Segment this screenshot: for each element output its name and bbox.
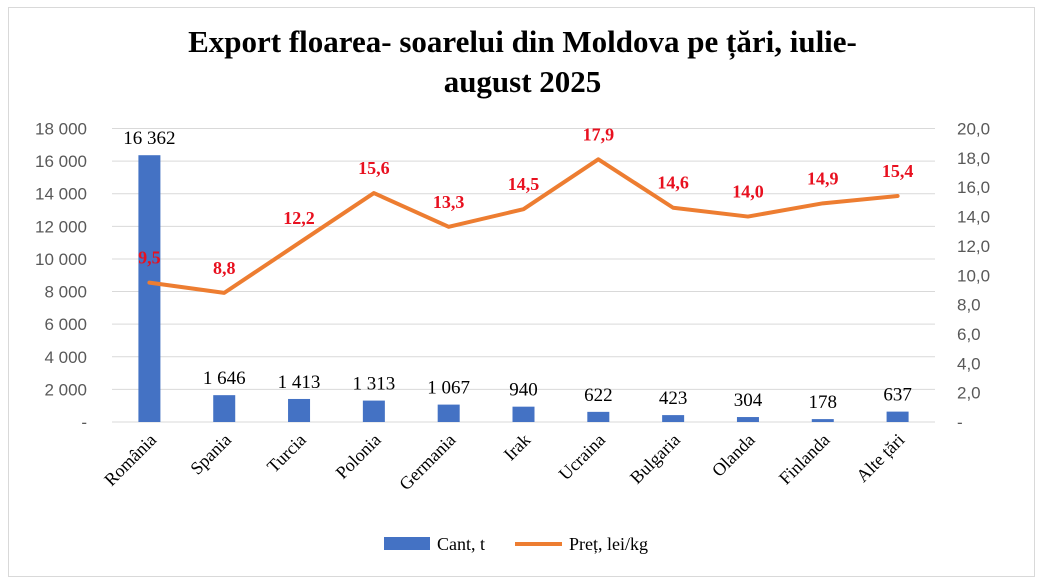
bar-data-labels: 16 362 1 646 1 413 1 313 1 067 940 622 423 304 17…	[123, 128, 912, 413]
category-label: Polonia	[332, 430, 385, 483]
left-tick-label: 10 000	[35, 250, 87, 269]
right-tick-label: -	[957, 413, 963, 432]
category-label: Olanda	[708, 430, 759, 481]
line-data-label: 15,4	[882, 161, 914, 181]
line-data-label: 17,9	[583, 124, 615, 144]
right-tick-label: 6,0	[957, 325, 981, 344]
right-tick-label: 20,0	[957, 120, 990, 139]
category-label: Irak	[500, 430, 535, 465]
right-axis: - 2,0 4,0 6,0 8,0 10,0 12,0 14,0 16,0 18,0 20,0	[957, 120, 990, 433]
category-label: Alte țări	[852, 430, 908, 486]
line-data-label: 14,5	[508, 174, 540, 194]
line-point	[448, 226, 450, 228]
line-point	[223, 292, 225, 294]
bar	[736, 417, 759, 422]
line-point	[298, 242, 300, 244]
line-data-label: 14,6	[657, 173, 689, 193]
line-data-label: 8,8	[213, 258, 236, 278]
line-point	[747, 216, 749, 218]
left-axis: - 2 000 4 000 6 000 8 000 10 000 12 000 14 000 1…	[35, 120, 87, 433]
left-tick-label: 18 000	[35, 120, 87, 139]
bar-data-label: 1 313	[352, 374, 395, 395]
line-data-label: 15,6	[358, 158, 390, 178]
category-axis: România Spania Turcia Polonia Germania Irak Uc…	[100, 430, 908, 494]
right-tick-label: 14,0	[957, 208, 990, 227]
chart-title-line-1: Export floarea- soarelui din Moldova pe …	[188, 24, 857, 59]
line-point	[897, 195, 899, 197]
bar-data-label: 304	[734, 390, 763, 411]
bar-data-label: 16 362	[123, 128, 175, 149]
line-point	[148, 282, 150, 284]
right-tick-label: 18,0	[957, 149, 990, 168]
bar-data-label: 940	[509, 380, 538, 401]
left-tick-label: 16 000	[35, 152, 87, 171]
category-label: Bulgaria	[626, 430, 684, 488]
bar-series	[138, 155, 909, 422]
right-tick-label: 16,0	[957, 178, 990, 197]
bar-data-label: 1 413	[278, 372, 321, 393]
line-data-labels: 9,5 8,8 12,2 15,6 13,3 14,5 17,9 14,6 14,0 14,9 15…	[138, 124, 913, 278]
line-point	[373, 192, 375, 194]
legend-label-line: Preț, lei/kg	[569, 534, 648, 554]
category-label: România	[100, 430, 160, 490]
left-tick-label: 6 000	[44, 315, 87, 334]
legend-label-bar: Cant, t	[437, 534, 485, 554]
line-data-label: 13,3	[433, 192, 465, 212]
line-point	[822, 202, 824, 204]
line-data-label: 14,0	[732, 182, 764, 202]
bar-data-label: 1 646	[203, 368, 246, 389]
line-point	[523, 208, 524, 210]
right-tick-label: 8,0	[957, 296, 981, 315]
left-tick-label: 2 000	[44, 380, 87, 399]
bar	[587, 411, 610, 422]
left-tick-label: 4 000	[44, 348, 87, 367]
legend: Cant, t Preț, lei/kg	[384, 534, 648, 554]
bar	[362, 400, 385, 422]
chart-title-line-2: august 2025	[443, 64, 602, 99]
left-tick-label: 14 000	[35, 185, 87, 204]
bar	[811, 419, 834, 422]
right-tick-label: 4,0	[957, 354, 981, 373]
category-label: Turcia	[263, 430, 310, 477]
bar-data-label: 637	[883, 385, 912, 406]
bar	[213, 395, 236, 422]
bar	[437, 404, 460, 422]
line-data-label: 9,5	[138, 248, 161, 268]
right-tick-label: 10,0	[957, 266, 990, 285]
chart-title: Export floarea- soarelui din Moldova pe …	[0, 22, 1045, 102]
category-label: Finlanda	[775, 430, 834, 489]
bar	[288, 398, 311, 422]
right-tick-label: 12,0	[957, 237, 990, 256]
category-label: Spania	[186, 430, 235, 479]
bar	[662, 415, 685, 422]
category-label: Ucraina	[555, 430, 609, 484]
bar-data-label: 622	[584, 385, 613, 406]
left-tick-label: 12 000	[35, 217, 87, 236]
line-data-label: 12,2	[283, 208, 315, 228]
right-tick-label: 2,0	[957, 384, 981, 403]
line-point	[597, 158, 599, 160]
category-label: Germania	[395, 430, 459, 494]
bar-data-label: 1 067	[427, 378, 470, 399]
bar	[138, 155, 161, 422]
left-tick-label: -	[81, 413, 87, 432]
line-series	[147, 157, 900, 295]
legend-swatch-bar	[384, 537, 430, 550]
bar-data-label: 423	[659, 388, 688, 409]
line-data-label: 14,9	[807, 168, 839, 188]
bar	[886, 411, 909, 422]
bar-data-label: 178	[809, 392, 838, 413]
line-point	[672, 207, 674, 209]
left-tick-label: 8 000	[44, 283, 87, 302]
bar	[512, 406, 535, 422]
gridlines	[112, 128, 935, 423]
